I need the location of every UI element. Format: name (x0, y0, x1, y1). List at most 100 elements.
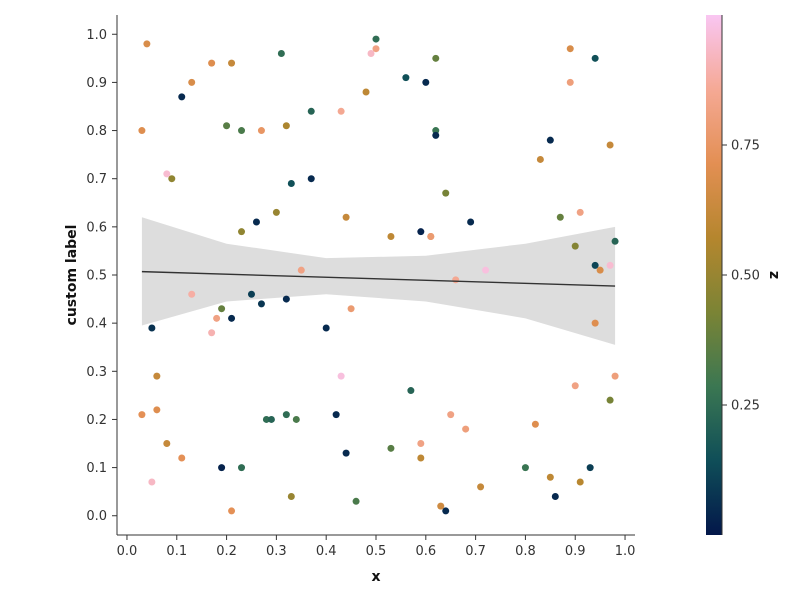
data-point (148, 324, 156, 332)
data-point (591, 319, 599, 327)
data-point (178, 454, 186, 462)
x-tick-label: 0.3 (266, 544, 287, 559)
data-point (591, 261, 599, 269)
data-point (566, 45, 574, 53)
data-point (247, 290, 255, 298)
data-point (447, 411, 455, 419)
y-tick-label: 0.9 (86, 76, 107, 91)
y-tick-label: 0.6 (86, 220, 107, 235)
colorbar-tick-label: 0.50 (731, 269, 760, 284)
data-point (143, 40, 151, 48)
colorbar-title: z (766, 271, 782, 279)
data-point (138, 127, 146, 135)
data-point (482, 266, 490, 274)
data-point (297, 266, 305, 274)
data-point (153, 372, 161, 380)
colorbar-ticks: 0.25 0.50 0.75 (722, 139, 760, 414)
data-point (218, 464, 226, 472)
data-point (228, 59, 236, 67)
data-point (337, 107, 345, 115)
data-point (606, 396, 614, 404)
data-point (168, 175, 176, 183)
data-point (452, 276, 460, 284)
data-point (287, 180, 295, 188)
data-point (407, 387, 415, 395)
y-axis-ticks: 0.0 0.1 0.2 0.3 0.4 0.5 0.6 0.7 0.8 0.9 1.0 (86, 28, 117, 524)
data-point (163, 170, 171, 178)
data-point (252, 218, 260, 226)
data-point (188, 290, 196, 298)
data-point (163, 440, 171, 448)
x-tick-label: 0.1 (166, 544, 187, 559)
y-axis-title: custom label (64, 225, 80, 326)
data-point (387, 232, 395, 240)
data-point (352, 497, 360, 505)
data-point (477, 483, 485, 491)
data-point (342, 213, 350, 221)
x-tick-label: 0.9 (565, 544, 586, 559)
data-point (272, 208, 280, 216)
x-tick-label: 0.2 (216, 544, 237, 559)
data-point (228, 314, 236, 322)
x-tick-label: 0.4 (316, 544, 337, 559)
data-point (551, 492, 559, 500)
y-tick-label: 0.3 (86, 365, 107, 380)
data-point (153, 406, 161, 414)
y-tick-label: 0.0 (86, 509, 107, 524)
data-point (282, 295, 290, 303)
data-point (427, 232, 435, 240)
axes: 0.0 0.1 0.2 0.3 0.4 0.5 0.6 0.7 0.8 0.9 1.0 0.0 0.1… (64, 15, 635, 585)
data-point (337, 372, 345, 380)
data-point (402, 74, 410, 82)
y-tick-label: 0.2 (86, 413, 107, 428)
data-point (367, 50, 375, 58)
data-point (372, 45, 380, 53)
colorbar: 0.25 0.50 0.75 z (706, 15, 782, 535)
data-point (596, 266, 604, 274)
data-point (432, 127, 440, 135)
y-tick-label: 0.5 (86, 269, 107, 284)
data-point (362, 88, 370, 96)
data-point (218, 305, 226, 313)
data-point (417, 440, 425, 448)
data-point (307, 107, 315, 115)
data-point (262, 415, 270, 423)
x-tick-label: 0.5 (366, 544, 387, 559)
data-point (417, 454, 425, 462)
data-point (257, 300, 265, 308)
data-point (342, 449, 350, 457)
x-axis-ticks: 0.0 0.1 0.2 0.3 0.4 0.5 0.6 0.7 0.8 0.9 1.0 (117, 535, 636, 559)
data-point (442, 507, 450, 515)
data-point (238, 127, 246, 135)
data-point (223, 122, 231, 130)
data-point (267, 415, 275, 423)
x-tick-label: 0.7 (465, 544, 486, 559)
data-point (566, 78, 574, 86)
x-tick-label: 0.6 (415, 544, 436, 559)
colorbar-tick-label: 0.25 (731, 399, 760, 414)
data-point (282, 122, 290, 130)
y-tick-label: 0.1 (86, 461, 107, 476)
data-point (228, 507, 236, 515)
data-point (571, 242, 579, 250)
data-point (257, 127, 265, 135)
data-point (347, 305, 355, 313)
data-point (287, 492, 295, 500)
y-tick-label: 0.4 (86, 317, 107, 332)
data-point (462, 425, 470, 433)
x-tick-label: 1.0 (615, 544, 636, 559)
data-point (437, 502, 445, 510)
data-point (282, 411, 290, 419)
data-point (546, 473, 554, 481)
data-point (432, 131, 440, 139)
data-point (611, 372, 619, 380)
data-point (307, 175, 315, 183)
x-axis-title: x (371, 569, 380, 585)
data-point (238, 228, 246, 236)
y-tick-label: 1.0 (86, 28, 107, 43)
data-point (178, 93, 186, 101)
data-point (208, 329, 216, 337)
data-point (556, 213, 564, 221)
plot-area (138, 35, 619, 515)
